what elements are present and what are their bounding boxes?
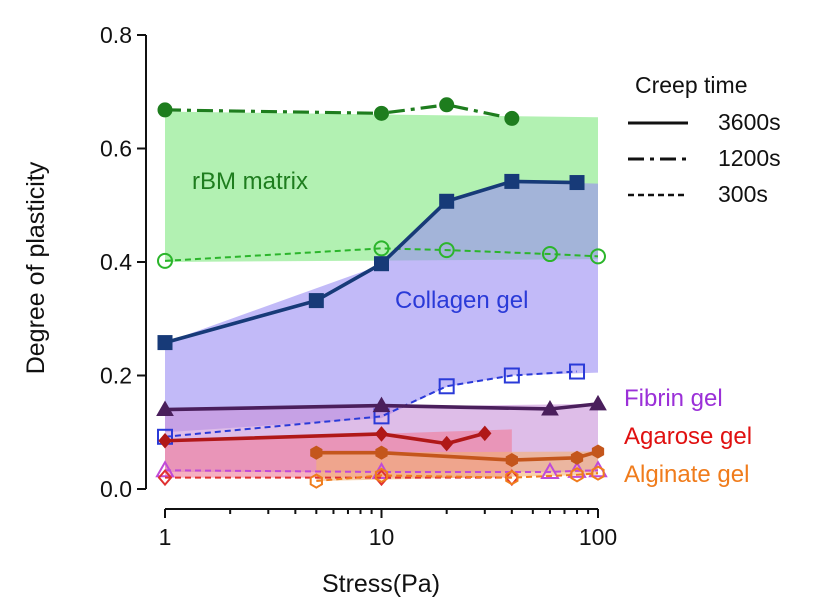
fibrin-gel-label: Fibrin gel [624,385,723,412]
y-tick-label: 0.6 [100,136,132,162]
fibrin-gel-3600s-point [372,396,391,413]
agarose-gel-3600s-point [478,425,492,442]
collagen-gel-3600s-point [157,335,173,351]
y-axis-title: Degree of plasticity [22,161,50,374]
rbm-matrix-1200s-point [504,110,520,126]
collagen-gel-3600s-point [569,175,585,191]
alginate-gel-300s-point [591,465,605,481]
collagen-gel-300s-line [164,370,578,438]
data-series [155,97,608,489]
x-tick-label: 100 [579,524,617,550]
alginate-gel-300s-point [374,467,389,484]
fibrin-gel-300s-line [164,469,599,473]
collagen-gel-band [165,181,598,433]
alginate-gel-3600s-point [505,452,518,468]
y-tick-label: 0.4 [100,249,132,275]
y-tick-label: 0.2 [100,363,132,389]
collagen-gel-3600s-point [308,293,324,309]
rbm-matrix-300s-point [438,242,455,259]
collagen-gel-300s-point [438,378,455,395]
fibrin-gel-3600s-point [541,399,559,416]
fibrin-gel-3600s-point [589,394,607,411]
rbm-matrix-1200s-point [157,102,173,118]
rbm-matrix-300s-point [373,240,390,257]
collagen-gel-3600s-point [374,256,389,272]
alginate-gel-3600s-point [570,450,584,465]
alginate-gel-3600s-point [375,445,388,460]
collagen-gel-3600s-point [504,173,520,189]
rbm-matrix-300s-point [590,248,606,265]
fibrin-gel-300s-point [155,460,175,478]
rbm-matrix-1200s-line [164,103,513,120]
alginate-gel-300s-point [505,469,519,486]
alginate-gel-label: Alginate gel [624,461,749,488]
y-tick-label: 0.0 [100,476,132,502]
x-axis-title: Stress(Pa) [322,570,440,598]
collagen-gel-300s-point [503,367,520,384]
legend-label-3600s: 3600s [718,109,781,135]
legend-title: Creep time [635,72,747,98]
collagen-gel-300s-point [569,363,586,380]
rbm-matrix-1200s-point [374,105,389,121]
y-tick-label: 0.8 [100,22,132,48]
collagen-gel-3600s-line [164,179,578,345]
alginate-gel-300s-point [309,473,323,489]
agarose-gel-3600s-point [440,435,454,452]
rbm-matrix-1200s-point [439,97,455,113]
rbm-matrix-300s-point [157,252,173,269]
rbm-matrix-300s-line [164,247,599,262]
alginate-gel-300s-line [316,472,599,483]
legend-label-1200s: 1200s [718,145,781,171]
fibrin-gel-3600s-point [156,400,174,417]
agarose-gel-3600s-line [164,431,486,446]
collagen-gel-3600s-point [439,193,455,209]
material-labels: rBM matrix Collagen gel Fibrin gel Agarose … [192,168,752,488]
agarose-gel-3600s-point [374,426,389,442]
alginate-gel-3600s-point [310,445,323,460]
x-tick-label: 10 [369,524,395,550]
agarose-gel-3600s-point [158,432,172,449]
legend: Creep time 3600s 1200s 300s [628,72,781,207]
fibrin-gel-3600s-line [164,402,599,412]
legend-label-300s: 300s [718,181,768,207]
rbm-matrix-label: rBM matrix [192,168,308,195]
collagen-gel-label: Collagen gel [395,287,528,314]
agarose-gel-300s-point [157,469,173,487]
x-tick-label: 1 [159,524,172,550]
axes: 0.0 0.2 0.4 0.6 0.8 1 10 100 [100,22,617,550]
alginate-gel-3600s-point [591,444,605,459]
alginate-gel-300s-point [570,467,584,483]
rbm-matrix-300s-point [541,246,558,263]
fibrin-gel-300s-point [540,461,560,479]
agarose-gel-label: Agarose gel [624,423,752,450]
